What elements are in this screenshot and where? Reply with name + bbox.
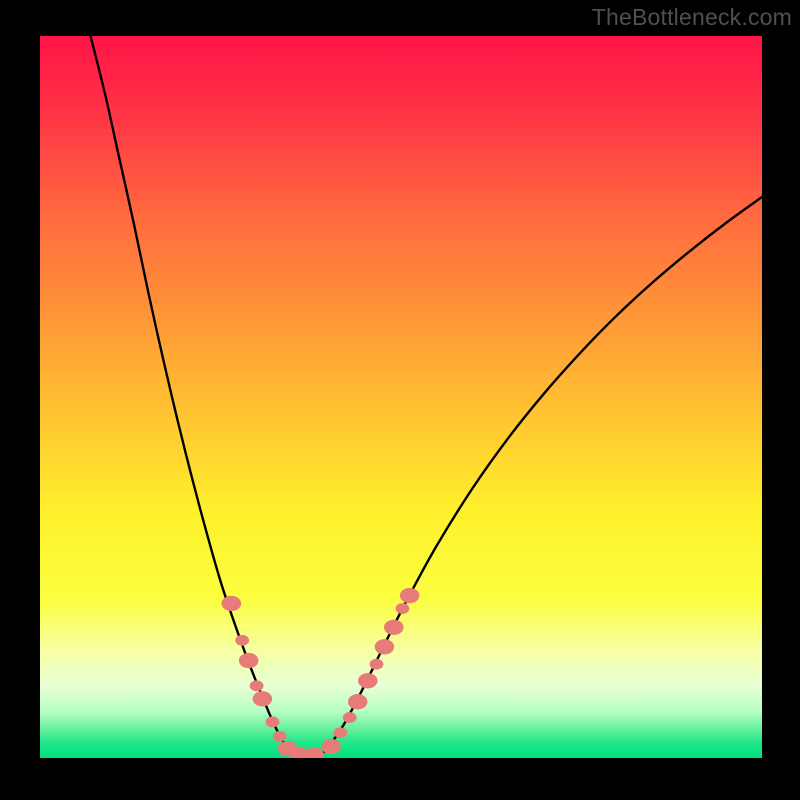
data-marker <box>266 717 280 728</box>
data-marker <box>222 596 242 611</box>
data-marker <box>321 739 341 754</box>
data-marker <box>348 694 368 709</box>
data-marker <box>333 727 347 738</box>
plot-area <box>40 36 762 758</box>
data-marker <box>396 603 410 614</box>
data-marker <box>305 747 325 758</box>
data-marker <box>400 588 420 603</box>
data-marker <box>358 673 378 688</box>
marker-layer <box>40 36 762 758</box>
data-marker <box>375 639 395 654</box>
data-marker <box>273 731 287 742</box>
data-marker <box>250 680 264 691</box>
chart-canvas: TheBottleneck.com <box>0 0 800 800</box>
data-marker <box>253 691 273 706</box>
data-marker <box>239 653 259 668</box>
data-marker <box>370 659 384 670</box>
data-marker <box>235 635 249 646</box>
data-marker <box>343 712 357 723</box>
watermark-text: TheBottleneck.com <box>592 4 792 31</box>
data-marker <box>384 620 404 635</box>
